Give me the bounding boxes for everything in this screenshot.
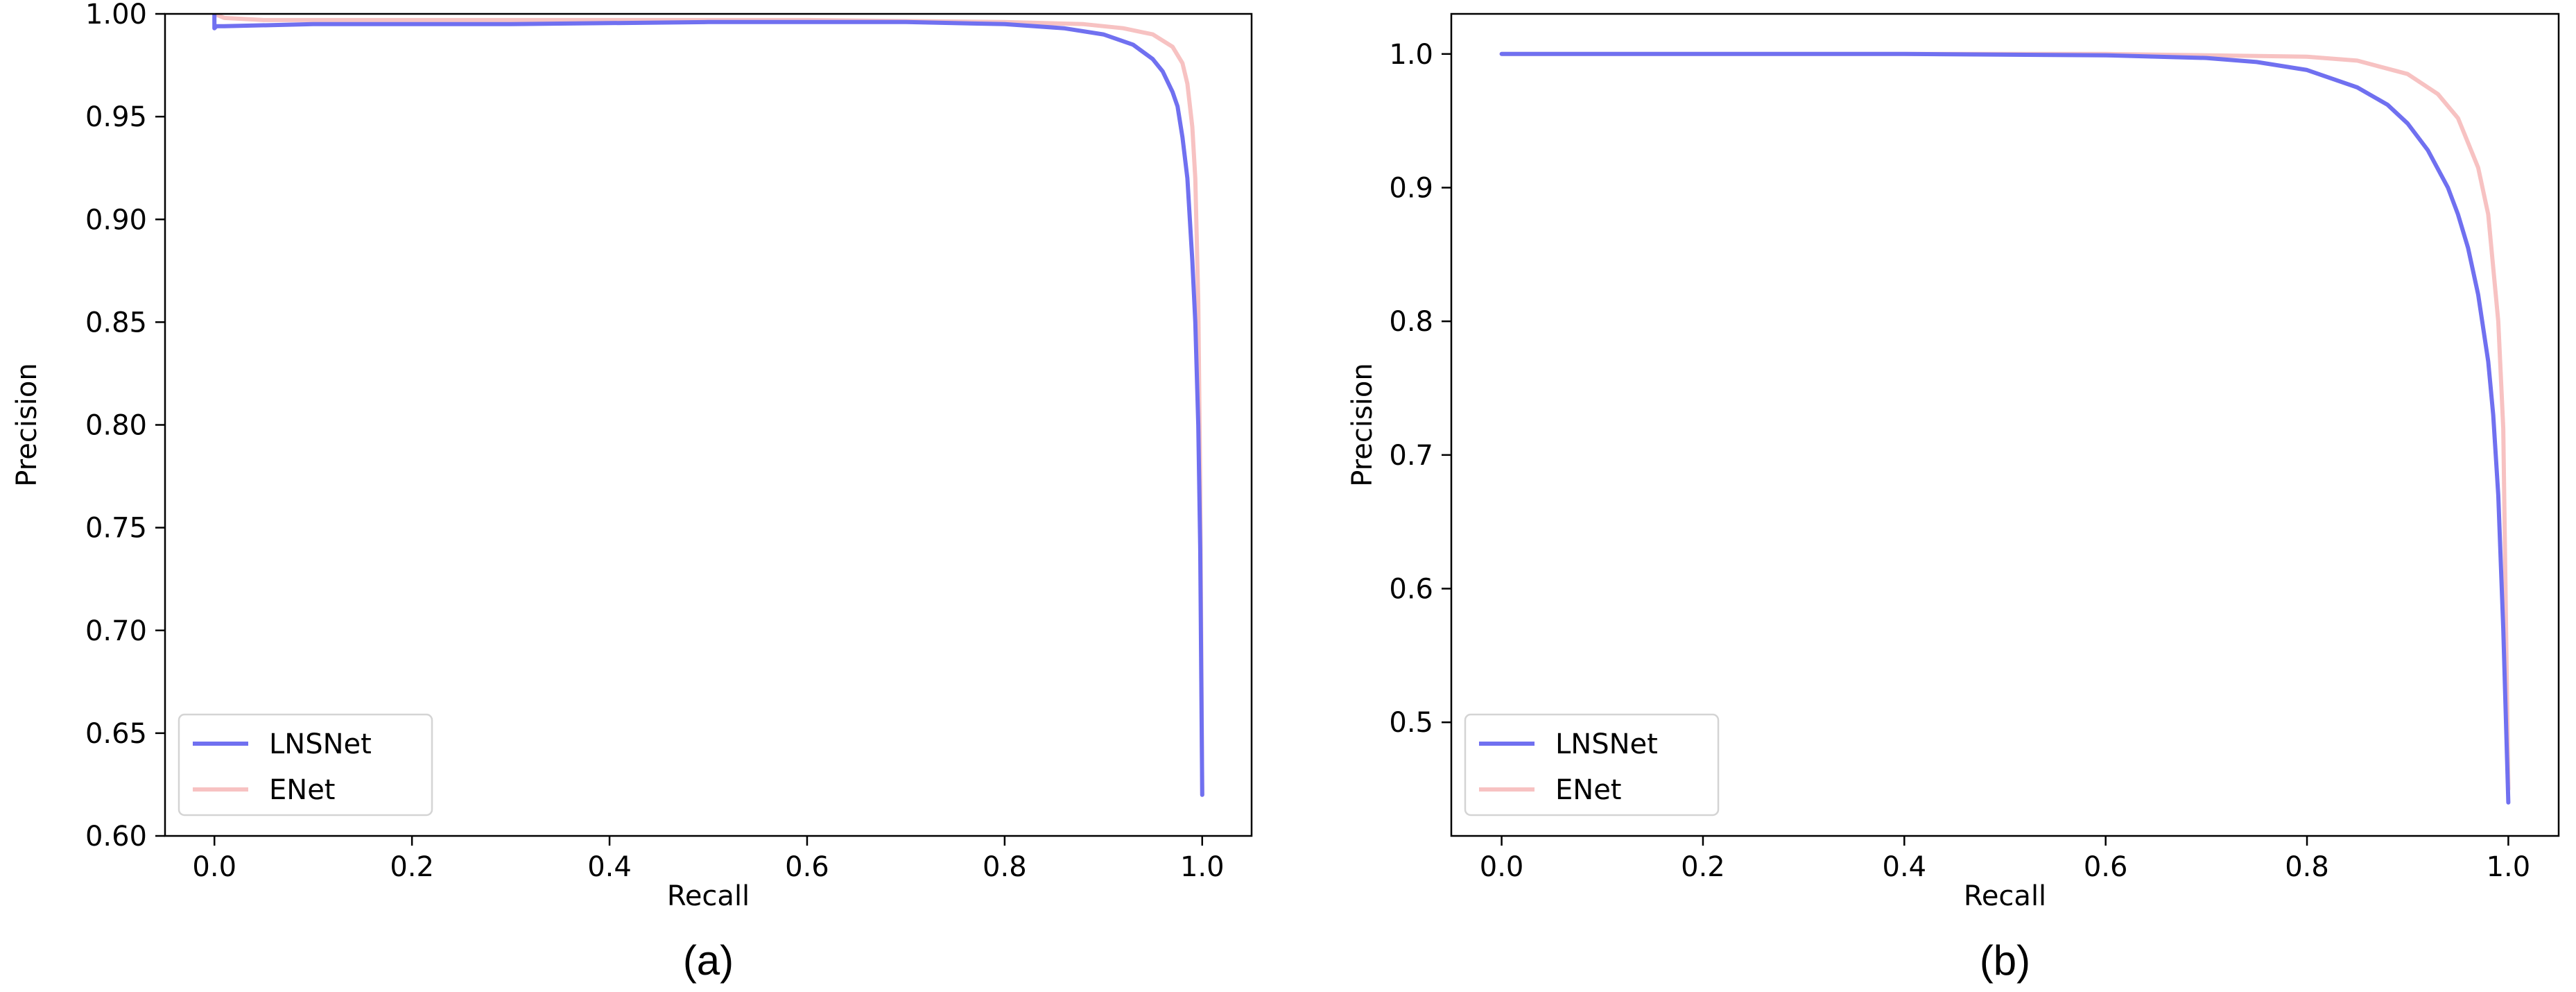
x-tick-label: 0.2: [390, 851, 434, 883]
chart-panel-a: 0.0 0.2 0.4 0.6 0.8 1.0 0.60 0.65 0.70 0.75 0.80 0.…: [11, 0, 1253, 984]
y-tick-label: 0.80: [85, 410, 147, 442]
y-tick-label: 0.7: [1389, 440, 1433, 472]
y-axis-label: Precision: [11, 363, 43, 486]
plot-frame: [1450, 12, 2560, 837]
legend-label-enet: ENet: [1555, 774, 1622, 806]
y-tick-label: 1.00: [85, 0, 147, 31]
plot-frame: [164, 12, 1253, 837]
panel-caption: (b): [1980, 937, 2030, 984]
series-line-enet: [1499, 51, 2511, 792]
y-tick-label: 0.5: [1389, 707, 1433, 739]
x-tick-label: 1.0: [2487, 851, 2531, 883]
y-tick-label: 0.75: [85, 513, 147, 545]
x-tick-label: 0.2: [1681, 851, 1725, 883]
x-tick-label: 1.0: [1180, 851, 1225, 883]
x-tick-label: 0.0: [192, 851, 236, 883]
x-axis-label: Recall: [667, 880, 750, 912]
legend-label-lnsnet: LNSNet: [1555, 728, 1658, 760]
legend: LNSNet ENet: [178, 713, 433, 816]
chart-panel-b: 0.0 0.2 0.4 0.6 0.8 1.0 0.5 0.6 0.7 0.8 0.9 1.0 Reca…: [1347, 12, 2560, 984]
y-tick-label: 0.85: [85, 307, 147, 339]
x-tick-label: 0.6: [785, 851, 829, 883]
series-line-lnsnet: [212, 14, 1204, 797]
y-tick-label: 1.0: [1389, 39, 1433, 71]
series-line-lnsnet: [1499, 51, 2511, 805]
y-tick-label: 0.70: [85, 615, 147, 647]
y-tick-label: 0.6: [1389, 574, 1433, 606]
x-tick-label: 0.6: [2084, 851, 2128, 883]
y-tick-label: 0.90: [85, 204, 147, 236]
series-line-enet: [212, 14, 1204, 797]
x-tick-label: 0.4: [587, 851, 632, 883]
y-axis-label: Precision: [1347, 363, 1378, 486]
x-tick-label: 0.8: [2285, 851, 2329, 883]
x-axis-label: Recall: [1964, 880, 2046, 912]
y-tick-label: 0.65: [85, 718, 147, 750]
x-tick-label: 0.0: [1480, 851, 1524, 883]
y-tick-label: 0.60: [85, 821, 147, 853]
legend-label-lnsnet: LNSNet: [269, 728, 372, 760]
x-tick-label: 0.8: [983, 851, 1027, 883]
y-tick-label: 0.8: [1389, 306, 1433, 338]
panel-caption: (a): [683, 937, 734, 984]
legend-label-enet: ENet: [269, 774, 336, 806]
y-tick-label: 0.9: [1389, 172, 1433, 204]
x-tick-label: 0.4: [1883, 851, 1927, 883]
y-tick-label: 0.95: [85, 101, 147, 133]
legend: LNSNet ENet: [1464, 713, 1720, 816]
